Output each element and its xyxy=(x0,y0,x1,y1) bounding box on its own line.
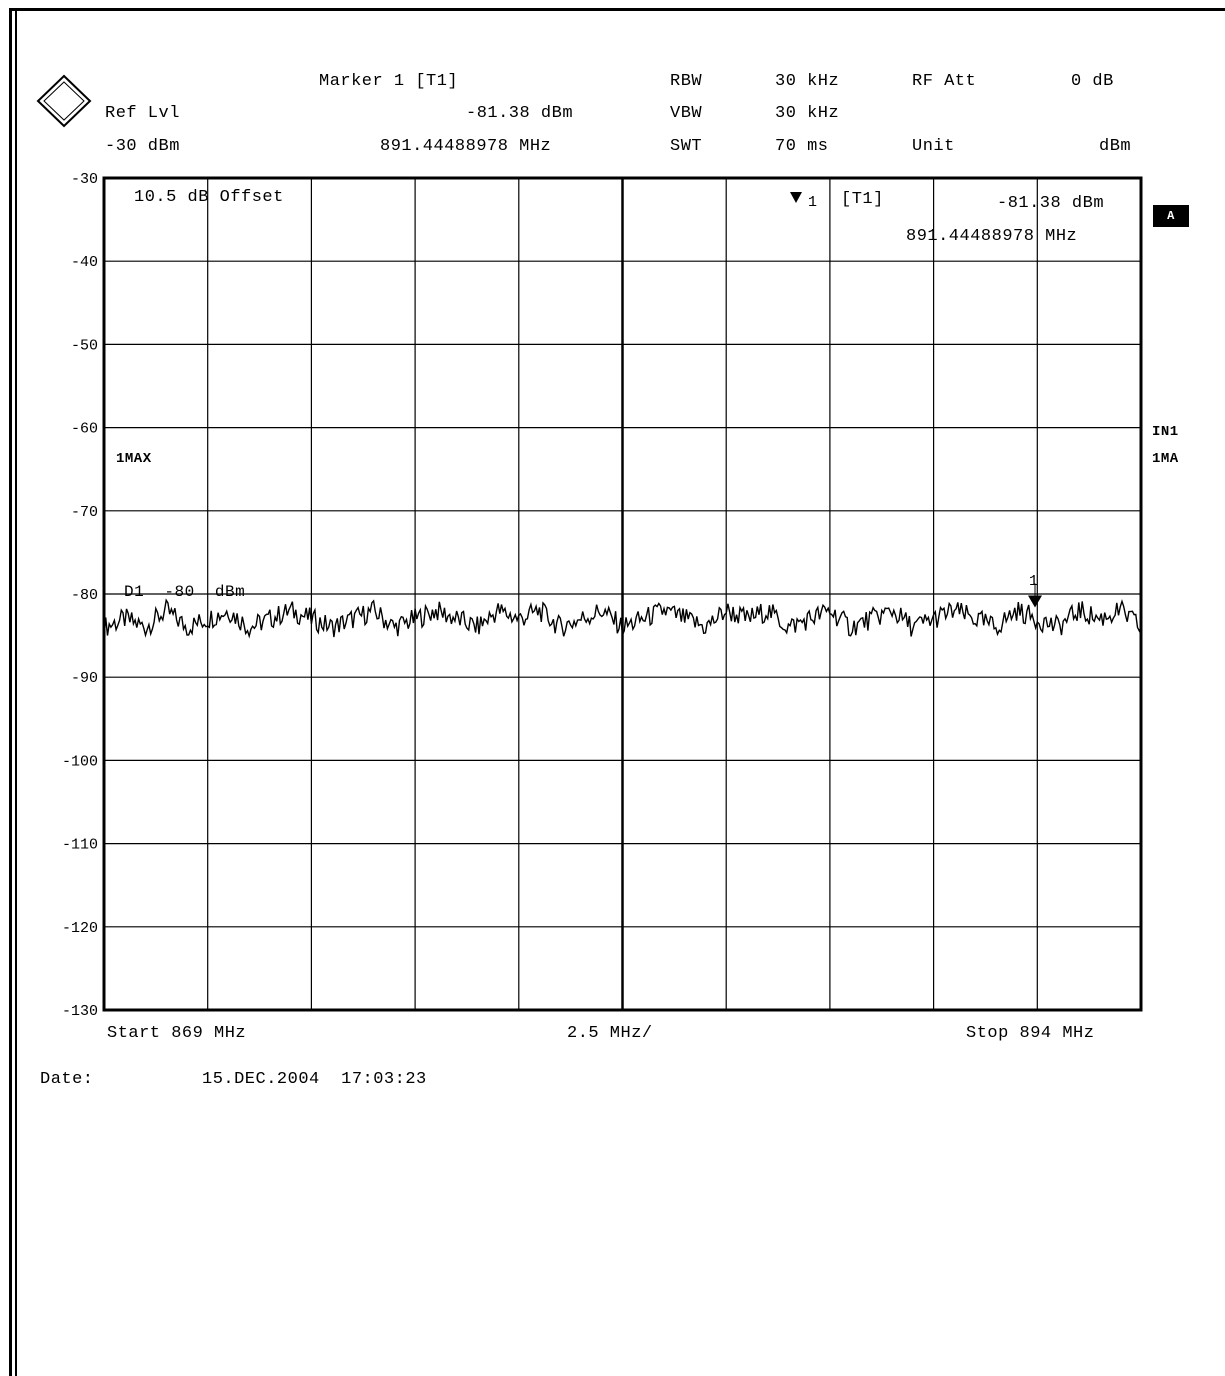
display-line-label: D1 -80 dBm xyxy=(124,583,245,601)
y-tick-label: -30 xyxy=(71,171,98,188)
y-tick-label: -130 xyxy=(62,1003,98,1020)
stop-freq: Stop 894 MHz xyxy=(966,1024,1094,1043)
start-freq: Start 869 MHz xyxy=(107,1024,246,1043)
date-value: 15.DEC.2004 17:03:23 xyxy=(202,1070,427,1089)
markers xyxy=(790,192,1042,607)
y-tick-label: -40 xyxy=(71,254,98,271)
marker-1-triangle xyxy=(1028,595,1042,607)
marker-box-level: -81.38 dBm xyxy=(997,194,1104,213)
a-box: A xyxy=(1153,205,1189,227)
marker-box-id: 1 xyxy=(808,194,818,211)
y-tick-label: -120 xyxy=(62,920,98,937)
y-tick-label: -70 xyxy=(71,504,98,521)
trace-mode-label: 1MAX xyxy=(116,451,152,467)
y-tick-label: -60 xyxy=(71,421,98,438)
date-label: Date: xyxy=(40,1070,94,1089)
marker-box-freq: 891.44488978 MHz xyxy=(906,227,1077,246)
grid xyxy=(104,178,1141,1010)
marker-number-label: 1 xyxy=(1029,573,1039,590)
y-tick-label: -100 xyxy=(62,753,98,770)
offset-label: 10.5 dB Offset xyxy=(134,188,284,207)
y-tick-label: -90 xyxy=(71,670,98,687)
marker-box-tag: [T1] xyxy=(841,190,884,209)
in1-label: IN1 xyxy=(1152,424,1179,440)
y-tick-label: -110 xyxy=(62,837,98,854)
marker-box-triangle xyxy=(790,192,802,203)
y-tick-label: -50 xyxy=(71,337,98,354)
span-per-div: 2.5 MHz/ xyxy=(567,1024,653,1043)
ma1-label: 1MA xyxy=(1152,451,1179,467)
y-tick-labels: -30 -40 -50 -60 -70 -80 -90 -100 -110 -120 -130 xyxy=(62,171,98,1020)
y-tick-label: -80 xyxy=(71,587,98,604)
